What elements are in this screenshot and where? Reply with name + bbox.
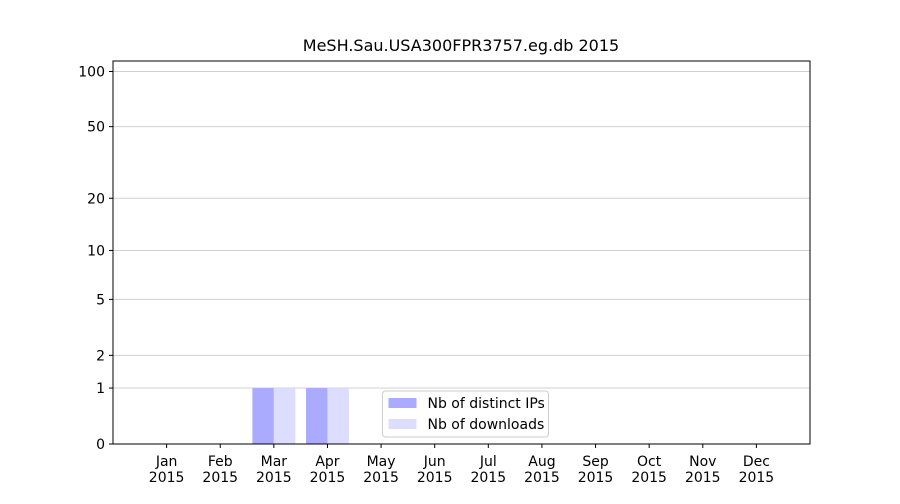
legend-swatch [388,419,417,429]
bar [252,388,274,444]
legend-box [382,390,549,438]
x-tick-label: Nov 2015 [685,454,721,486]
y-tick-label: 10 [87,243,105,259]
chart-title: MeSH.Sau.USA300FPR3757.eg.db 2015 [303,36,619,55]
x-tick-label: Feb 2015 [202,454,238,486]
x-tick-label: Mar 2015 [256,454,292,486]
x-tick-label: Sep 2015 [578,454,614,486]
bar [327,388,349,444]
plot-frame [112,60,811,445]
x-tick-label: Jun 2015 [417,454,453,486]
y-tick-label: 1 [96,381,105,397]
y-tick-label: 50 [87,120,105,136]
bar [273,388,296,444]
y-tick-label: 0 [96,437,105,453]
y-tick-label: 5 [96,292,105,308]
y-tick-label: 2 [96,348,105,364]
x-tick-label: Jan 2015 [149,454,185,486]
x-tick-label: Jul 2015 [470,454,506,486]
y-tick-label: 100 [78,64,105,80]
x-tick-label: Oct 2015 [631,454,667,486]
legend-label: Nb of downloads [428,417,545,433]
legend-swatch [388,398,417,408]
x-tick-label: May 2015 [363,454,399,486]
x-tick-label: Apr 2015 [310,454,346,486]
y-tick-label: 20 [87,191,105,207]
x-tick-label: Dec 2015 [739,454,775,486]
bar [306,388,328,444]
x-tick-label: Aug 2015 [524,454,560,486]
legend-label: Nb of distinct IPs [428,396,545,412]
